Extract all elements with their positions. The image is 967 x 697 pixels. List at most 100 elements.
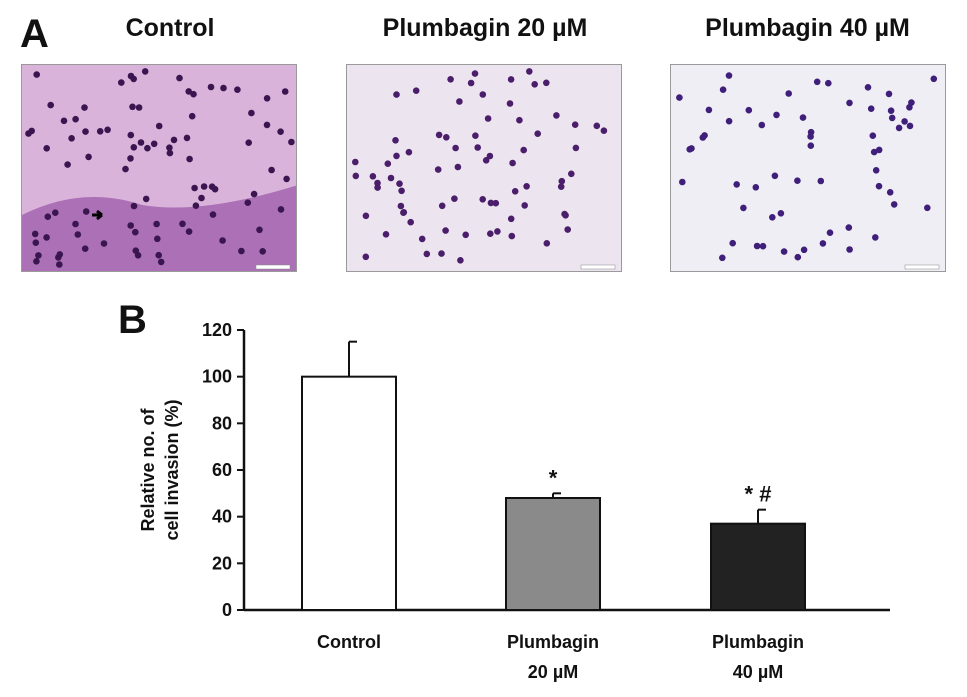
- cell-dot: [122, 165, 129, 173]
- cell-dot: [72, 115, 79, 123]
- cell-dot: [245, 139, 252, 146]
- cell-dot: [869, 132, 877, 139]
- category-label-line: 20 µM: [528, 662, 578, 682]
- cell-dot: [885, 90, 893, 98]
- cell-dot: [467, 79, 475, 87]
- cell-dot: [600, 127, 608, 134]
- cell-dot: [825, 79, 832, 87]
- cell-dot: [733, 181, 740, 188]
- cell-dot: [74, 231, 82, 238]
- cell-dot: [220, 84, 227, 92]
- cell-dot: [387, 174, 395, 182]
- category-label-line: Plumbagin: [507, 632, 599, 652]
- cell-dot: [47, 101, 54, 109]
- cell-dot: [924, 204, 931, 212]
- cell-dot: [352, 158, 359, 166]
- cell-dot: [43, 145, 50, 152]
- scale-bar: [255, 264, 291, 270]
- cell-dot: [393, 91, 400, 98]
- cell-dot: [457, 257, 464, 264]
- cell-dot: [799, 114, 807, 121]
- cell-dot: [729, 239, 736, 247]
- cell-dot: [207, 83, 215, 91]
- cell-dot: [179, 220, 186, 228]
- cell-dot: [443, 134, 450, 141]
- category-label: Plumbagin 20 µM: [507, 632, 599, 682]
- cell-dot: [434, 166, 442, 173]
- cell-dot: [705, 106, 713, 114]
- cell-dot: [393, 152, 400, 160]
- cell-dot: [170, 136, 178, 144]
- cell-dot: [219, 237, 226, 244]
- cell-dot: [268, 166, 275, 174]
- cell-dot: [780, 248, 788, 255]
- cell-dot: [60, 117, 68, 125]
- cell-dot: [82, 208, 90, 215]
- cell-dot: [362, 212, 370, 220]
- cell-dot: [183, 134, 191, 142]
- cell-dot: [400, 209, 407, 216]
- cell-dot: [845, 224, 853, 231]
- image-title-control: Control: [125, 14, 215, 42]
- cell-dot: [150, 140, 158, 148]
- category-label: Plumbagin 40 µM: [712, 632, 804, 682]
- cell-dot: [55, 254, 62, 261]
- cell-dot: [127, 222, 134, 229]
- cell-dot: [405, 148, 413, 156]
- cell-dot: [769, 214, 776, 221]
- cell-dot: [130, 202, 138, 210]
- cell-dot: [454, 163, 462, 171]
- y-tick-label: 100: [202, 367, 232, 387]
- cell-dot: [209, 211, 217, 218]
- cell-dot: [507, 215, 515, 223]
- cell-dot: [479, 196, 486, 203]
- micrograph-plumbagin-20-canvas: [347, 65, 621, 271]
- cell-dot: [154, 235, 161, 243]
- cell-dot: [773, 111, 780, 119]
- cell-dot: [238, 247, 245, 255]
- category-label: Control: [317, 632, 381, 652]
- cell-dot: [740, 204, 747, 212]
- cell-dot: [759, 242, 767, 250]
- cell-dot: [807, 142, 815, 149]
- cell-dot: [745, 106, 753, 114]
- cell-dot: [392, 137, 399, 144]
- cell-dot: [127, 155, 134, 162]
- cell-dot: [81, 104, 88, 111]
- cell-dot: [288, 138, 295, 146]
- y-tick-label: 60: [212, 460, 232, 480]
- y-axis-label-line: Relative no. of: [138, 407, 158, 531]
- cell-dot: [396, 180, 403, 187]
- significance-marker: *: [549, 465, 558, 490]
- cell-dot: [283, 175, 290, 183]
- cell-dot: [185, 228, 193, 235]
- y-tick-label: 80: [212, 413, 232, 433]
- cell-dot: [188, 112, 196, 120]
- cell-dot: [407, 218, 414, 226]
- cell-dot: [725, 72, 733, 79]
- cell-dot: [571, 121, 579, 128]
- cell-dot: [487, 230, 494, 237]
- cell-dot: [442, 227, 449, 234]
- cell-dot: [435, 131, 443, 139]
- cell-dot: [558, 177, 566, 185]
- cell-dot: [277, 128, 284, 135]
- cell-dot: [96, 128, 104, 135]
- micrograph-control: [21, 64, 297, 272]
- cell-dot: [418, 235, 426, 243]
- image-title-plumbagin-40: Plumbagin 40 µM: [705, 14, 910, 42]
- cell-dot: [263, 121, 271, 129]
- cell-dot: [864, 84, 872, 91]
- cell-dot: [208, 183, 216, 190]
- cell-dot: [374, 179, 381, 187]
- cell-dot: [676, 94, 683, 101]
- cell-dot: [52, 209, 59, 216]
- cell-dot: [800, 246, 808, 254]
- cell-dot: [85, 153, 92, 161]
- cell-dot: [33, 71, 40, 78]
- scale-bar: [580, 264, 616, 270]
- cell-dot: [72, 220, 79, 228]
- cell-dot: [521, 202, 528, 209]
- cell-dot: [785, 90, 792, 97]
- micrograph-control-canvas: [22, 65, 296, 271]
